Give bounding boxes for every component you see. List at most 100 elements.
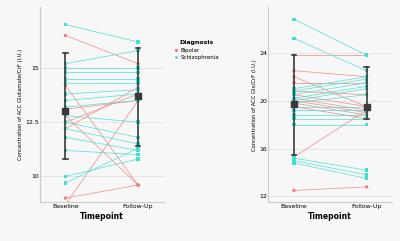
Point bbox=[363, 113, 370, 117]
Point bbox=[291, 117, 297, 120]
Point bbox=[62, 33, 69, 37]
Point bbox=[62, 127, 69, 131]
Point bbox=[291, 156, 297, 160]
Point bbox=[135, 183, 141, 187]
Point bbox=[62, 120, 69, 124]
Point bbox=[135, 70, 141, 74]
Point bbox=[291, 89, 297, 93]
Point bbox=[363, 177, 370, 181]
Point bbox=[363, 81, 370, 85]
Point bbox=[62, 135, 69, 139]
Point bbox=[135, 66, 141, 70]
Point bbox=[363, 105, 370, 108]
Point bbox=[291, 93, 297, 97]
Point bbox=[62, 109, 69, 113]
Y-axis label: Concentration of ACC Glx/CrF (I.U.): Concentration of ACC Glx/CrF (I.U.) bbox=[252, 59, 257, 151]
Point bbox=[363, 108, 370, 112]
Point bbox=[62, 114, 69, 118]
Point bbox=[363, 53, 370, 57]
Point bbox=[363, 108, 370, 112]
Point bbox=[363, 75, 370, 79]
Point bbox=[363, 93, 370, 97]
Point bbox=[135, 99, 141, 102]
Point bbox=[363, 105, 370, 108]
Point bbox=[291, 188, 297, 192]
Point bbox=[62, 66, 69, 70]
Point bbox=[363, 105, 370, 108]
Point bbox=[62, 148, 69, 152]
Point bbox=[363, 185, 370, 189]
Point bbox=[363, 93, 370, 97]
Point bbox=[62, 120, 69, 124]
Point bbox=[135, 153, 141, 157]
Point bbox=[135, 77, 141, 81]
Point bbox=[135, 142, 141, 146]
Point bbox=[363, 53, 370, 57]
Point bbox=[363, 123, 370, 127]
Point bbox=[135, 135, 141, 139]
Point bbox=[291, 99, 297, 103]
Point bbox=[135, 81, 141, 85]
Point bbox=[291, 102, 297, 106]
Point bbox=[363, 75, 370, 79]
Point bbox=[291, 75, 297, 79]
Point bbox=[135, 99, 141, 102]
Point bbox=[291, 96, 297, 100]
Point bbox=[135, 40, 141, 44]
Point bbox=[62, 62, 69, 66]
Y-axis label: Concentration of ACC Glutamate/CrF (I.U.): Concentration of ACC Glutamate/CrF (I.U.… bbox=[18, 49, 23, 161]
Point bbox=[363, 168, 370, 172]
Point bbox=[62, 23, 69, 27]
Point bbox=[291, 105, 297, 108]
Point bbox=[291, 89, 297, 93]
Point bbox=[291, 101, 297, 105]
Point bbox=[62, 77, 69, 81]
Point bbox=[291, 69, 297, 73]
Point bbox=[291, 99, 297, 103]
Point bbox=[363, 81, 370, 85]
Point bbox=[135, 94, 141, 98]
Point bbox=[291, 93, 297, 97]
Point bbox=[363, 87, 370, 91]
Point bbox=[135, 99, 141, 102]
Point bbox=[62, 203, 69, 207]
Point bbox=[291, 96, 297, 100]
Point bbox=[62, 81, 69, 85]
Point bbox=[363, 69, 370, 73]
Point bbox=[291, 36, 297, 40]
Point bbox=[62, 83, 69, 87]
Point bbox=[135, 157, 141, 161]
Point bbox=[62, 92, 69, 96]
Point bbox=[363, 117, 370, 120]
Point bbox=[62, 196, 69, 200]
Point bbox=[135, 62, 141, 66]
Point bbox=[291, 17, 297, 21]
Point bbox=[135, 146, 141, 150]
Point bbox=[135, 183, 141, 187]
Point bbox=[291, 105, 297, 108]
Point bbox=[363, 173, 370, 177]
Point bbox=[62, 127, 69, 131]
Point bbox=[363, 113, 370, 117]
Point bbox=[135, 88, 141, 92]
Point bbox=[291, 159, 297, 162]
Point bbox=[291, 101, 297, 105]
Point bbox=[363, 108, 370, 112]
Point bbox=[291, 108, 297, 112]
Point bbox=[135, 92, 141, 96]
Point bbox=[363, 111, 370, 114]
Point bbox=[62, 181, 69, 185]
Point bbox=[62, 107, 69, 111]
Point bbox=[291, 113, 297, 117]
Point bbox=[135, 148, 141, 152]
Point bbox=[291, 123, 297, 127]
X-axis label: Timepoint: Timepoint bbox=[80, 212, 124, 221]
Legend: Bipolar, Schizophrenia: Bipolar, Schizophrenia bbox=[172, 39, 220, 61]
Point bbox=[135, 49, 141, 53]
Point bbox=[363, 105, 370, 108]
Point bbox=[135, 86, 141, 89]
Point bbox=[363, 117, 370, 120]
Point bbox=[62, 70, 69, 74]
Point bbox=[291, 161, 297, 165]
Point bbox=[291, 87, 297, 91]
